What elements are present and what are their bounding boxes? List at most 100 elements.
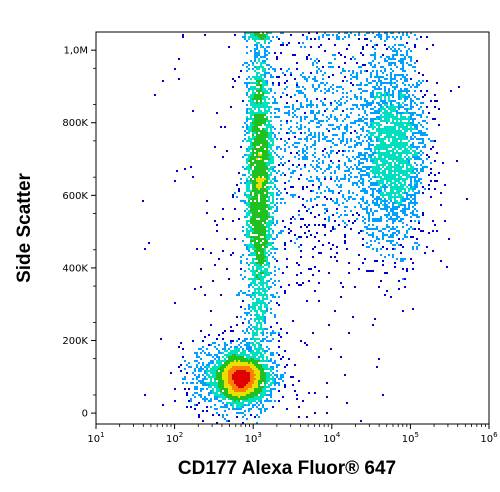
event-dot	[392, 116, 394, 118]
event-dot	[332, 138, 334, 140]
event-dot	[406, 178, 408, 180]
event-dot	[248, 82, 250, 84]
event-dot	[418, 84, 420, 86]
event-dot	[390, 168, 392, 170]
event-dot	[252, 302, 254, 304]
event-dot	[404, 116, 406, 118]
event-dot	[404, 162, 406, 164]
event-dot	[374, 172, 376, 174]
event-dot	[248, 360, 250, 362]
event-dot	[402, 64, 404, 66]
event-dot	[328, 62, 330, 64]
event-dot	[264, 146, 266, 148]
event-dot	[272, 296, 274, 298]
event-dot	[378, 80, 380, 82]
event-dot	[378, 126, 380, 128]
event-dot	[426, 90, 428, 92]
event-dot	[390, 174, 392, 176]
event-dot	[250, 228, 252, 230]
event-dot	[210, 390, 212, 392]
event-dot	[422, 96, 424, 98]
event-dot	[250, 252, 252, 254]
event-dot	[262, 286, 264, 288]
event-dot	[318, 84, 320, 86]
event-dot	[260, 46, 262, 48]
event-dot	[392, 182, 394, 184]
event-dot	[402, 34, 404, 36]
event-dot	[264, 80, 266, 82]
event-dot	[256, 220, 258, 222]
event-dot	[254, 44, 256, 46]
event-dot	[372, 92, 374, 94]
event-dot	[252, 330, 254, 332]
event-dot	[332, 34, 334, 36]
event-dot	[266, 304, 268, 306]
event-dot	[310, 164, 312, 166]
event-dot	[350, 112, 352, 114]
event-dot	[300, 124, 302, 126]
event-dot	[256, 326, 258, 328]
event-dot	[206, 348, 208, 350]
event-dot	[396, 152, 398, 154]
event-dot	[248, 200, 250, 202]
event-dot	[362, 184, 364, 186]
event-dot	[262, 250, 264, 252]
event-dot	[384, 98, 386, 100]
event-dot	[210, 362, 212, 364]
event-dot	[280, 52, 282, 54]
event-dot	[350, 98, 352, 100]
event-dot	[262, 46, 264, 48]
event-dot	[284, 244, 286, 246]
event-dot	[330, 256, 332, 258]
event-dot	[248, 68, 250, 70]
event-dot	[342, 132, 344, 134]
event-dot	[216, 370, 218, 372]
event-dot	[260, 222, 262, 224]
event-dot	[406, 154, 408, 156]
event-dot	[264, 108, 266, 110]
event-dot	[400, 154, 402, 156]
event-dot	[364, 70, 366, 72]
event-dot	[200, 382, 202, 384]
event-dot	[268, 286, 270, 288]
event-dot	[284, 372, 286, 374]
event-dot	[344, 62, 346, 64]
event-dot	[272, 96, 274, 98]
event-dot	[268, 378, 270, 380]
event-dot	[266, 262, 268, 264]
event-dot	[340, 282, 342, 284]
event-dot	[258, 272, 260, 274]
event-dot	[334, 100, 336, 102]
event-dot	[378, 164, 380, 166]
event-dot	[266, 358, 268, 360]
event-dot	[262, 172, 264, 174]
event-dot	[388, 196, 390, 198]
event-dot	[394, 200, 396, 202]
event-dot	[242, 390, 244, 392]
event-dot	[270, 228, 272, 230]
event-dot	[312, 332, 314, 334]
event-dot	[254, 320, 256, 322]
event-dot	[250, 324, 252, 326]
event-dot	[392, 92, 394, 94]
event-dot	[254, 40, 256, 42]
event-dot	[404, 144, 406, 146]
event-dot	[328, 118, 330, 120]
event-dot	[204, 382, 206, 384]
event-dot	[388, 96, 390, 98]
event-dot	[222, 218, 224, 220]
event-dot	[394, 198, 396, 200]
event-dot	[262, 338, 264, 340]
event-dot	[336, 36, 338, 38]
event-dot	[334, 310, 336, 312]
event-dot	[246, 262, 248, 264]
event-dot	[262, 118, 264, 120]
event-dot	[378, 206, 380, 208]
event-dot	[260, 258, 262, 260]
event-dot	[264, 212, 266, 214]
event-dot	[370, 138, 372, 140]
event-dot	[218, 384, 220, 386]
event-dot	[330, 104, 332, 106]
event-dot	[214, 264, 216, 266]
event-dot	[262, 158, 264, 160]
